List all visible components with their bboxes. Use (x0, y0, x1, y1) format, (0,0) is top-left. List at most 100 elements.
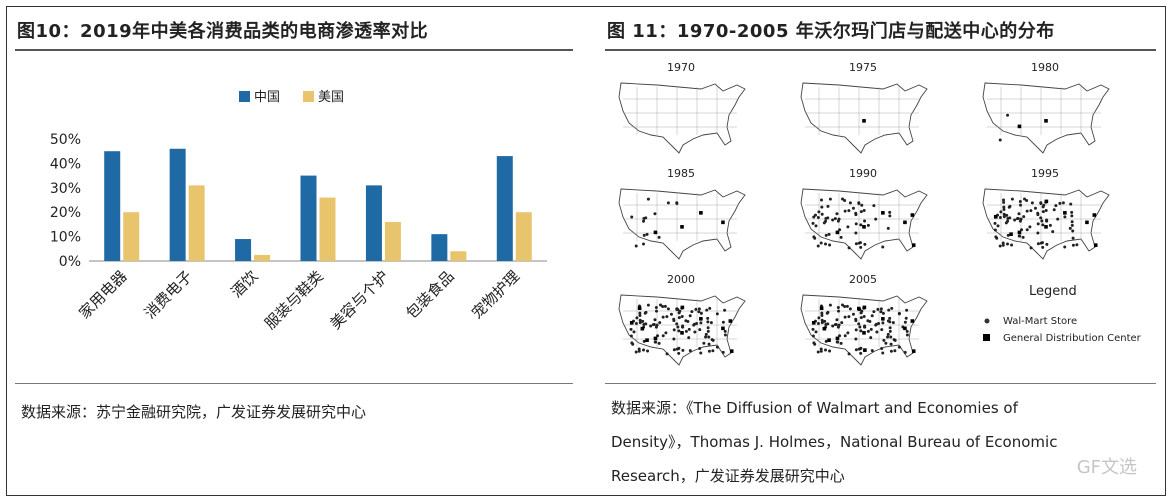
store-dot (1008, 216, 1012, 220)
store-dot (854, 242, 858, 246)
store-dot (847, 315, 851, 319)
store-dot (998, 138, 1002, 142)
store-dot (854, 319, 858, 323)
store-dot (824, 339, 828, 343)
legend-store-label: Wal-Mart Store (1003, 316, 1077, 327)
store-dot (843, 304, 847, 308)
store-dot (665, 315, 669, 319)
store-dot (857, 241, 861, 245)
store-dot (1002, 212, 1006, 216)
store-dot (657, 341, 661, 345)
store-dot (681, 325, 685, 329)
figure-frame: 图10：2019年中美各消费品类的电商渗透率对比 中国 美国 0% 10% 20% 30%… (6, 6, 1166, 496)
store-dot (866, 319, 870, 323)
store-dot (642, 242, 646, 246)
store-dot (870, 314, 874, 318)
store-dot (663, 304, 667, 308)
store-dot (854, 328, 858, 332)
store-dot (707, 342, 711, 346)
store-dot (672, 328, 676, 332)
store-dot (820, 314, 824, 318)
store-dot (1017, 212, 1021, 216)
dc-square (680, 305, 685, 310)
store-dot (862, 208, 866, 212)
store-dot (1004, 221, 1008, 225)
store-dot (630, 215, 634, 219)
store-dot (684, 319, 688, 323)
dc-square (680, 331, 684, 335)
store-dot (1039, 216, 1043, 220)
right-title-rule (605, 49, 1156, 51)
store-dot (706, 316, 710, 320)
store-dot (708, 306, 712, 310)
map-1995: 1995 (982, 167, 1110, 260)
store-dot (656, 334, 660, 338)
store-dot (892, 338, 896, 342)
bar-usa (515, 212, 532, 261)
dc-legend-icon (983, 334, 990, 341)
store-dot (638, 314, 642, 318)
store-dot (837, 323, 841, 327)
store-dot (836, 306, 840, 310)
store-dot (886, 226, 890, 230)
store-dot (634, 350, 638, 354)
store-dot (645, 232, 649, 236)
store-dot (665, 352, 669, 356)
store-dot (897, 345, 901, 349)
store-dot (1063, 215, 1067, 219)
store-dot (1002, 205, 1006, 209)
store-dot (1008, 204, 1012, 208)
store-dot (655, 309, 659, 313)
store-dot (698, 328, 702, 332)
store-dot (843, 334, 847, 338)
dc-square (819, 306, 824, 311)
store-dot (704, 332, 708, 336)
dc-square (653, 230, 658, 235)
store-dot (846, 331, 850, 335)
store-dot (859, 329, 863, 333)
bar-china (300, 175, 317, 261)
store-dot (634, 244, 638, 248)
store-dot (870, 349, 874, 353)
store-dot (838, 334, 842, 338)
store-dot (699, 311, 703, 315)
store-dot (642, 339, 646, 343)
dc-square (911, 243, 916, 247)
store-dot (886, 319, 890, 323)
dc-square (862, 225, 866, 229)
bar-usa (188, 185, 205, 261)
dc-square (835, 230, 840, 235)
bar-china (496, 156, 513, 261)
store-dot (695, 322, 699, 326)
right-source-line-3: Research，广发证券发展研究中心 (611, 467, 845, 485)
store-dot (863, 219, 867, 223)
store-dot (814, 330, 818, 334)
store-legend-icon (984, 318, 990, 324)
store-dot (888, 316, 892, 320)
dc-square (910, 213, 915, 217)
store-dot (859, 223, 863, 227)
store-dot (1025, 198, 1029, 202)
x-tick-label: 消费电子 (141, 267, 196, 322)
store-dot (661, 304, 665, 308)
dc-square (910, 319, 915, 323)
store-dot (657, 235, 661, 239)
store-dot (862, 314, 866, 318)
store-dot (877, 322, 881, 326)
store-dot (1036, 242, 1040, 246)
store-dot (812, 215, 816, 219)
right-title: 图 11：1970-2005 年沃尔玛门店与配送中心的分布 (607, 21, 1055, 42)
store-dot (869, 336, 873, 340)
store-dot (1006, 242, 1010, 246)
store-dot (1021, 235, 1025, 239)
dc-square (699, 317, 703, 321)
store-dot (824, 242, 828, 246)
store-dot (897, 312, 901, 316)
store-dot (1039, 241, 1043, 245)
store-dot (835, 340, 839, 344)
store-dot (1039, 201, 1043, 205)
store-dot (1051, 230, 1055, 234)
dc-square (835, 336, 840, 341)
y-tick-label: 10% (50, 230, 81, 246)
x-tick-label: 包装食品 (403, 267, 458, 322)
